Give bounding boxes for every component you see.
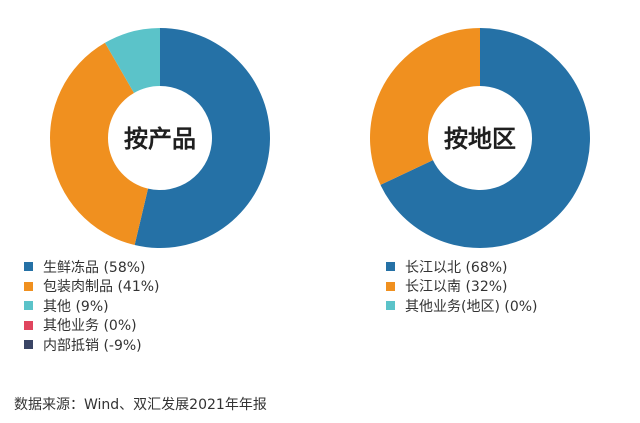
legend-label: 其他业务(地区) (0%) [405,298,538,315]
donut-center-title: 按产品 [124,125,196,153]
slice-长江以北 [380,28,590,248]
legend-label: 生鲜冻品 (58%) [43,259,146,276]
legend-swatch [386,301,395,311]
legend-swatch [386,281,395,291]
slice-长江以南 [370,28,480,185]
legend-swatch [24,320,33,330]
legend-label: 内部抵销 (-9%) [43,337,142,354]
chart-by-product: 按产品 生鲜冻品 (58%) 包装肉制品 (41%) 其他 (9%) 其他业务 … [0,0,320,380]
legend-item-fresh-frozen: 生鲜冻品 (58%) [24,257,160,277]
legend-swatch [386,262,395,272]
legend-item-other-business: 其他业务 (0%) [24,316,160,336]
legend-item-other-business-region: 其他业务(地区) (0%) [386,296,538,316]
chart-by-region: 按地区 长江以北 (68%) 长江以南 (32%) 其他业务(地区) (0%) [320,0,640,380]
donut-chart-by-region: 按地区 [370,28,590,248]
legend-swatch [24,262,33,272]
data-source-note: 数据来源：Wind、双汇发展2021年年报 [14,397,267,413]
legend-label: 包装肉制品 (41%) [43,279,160,296]
donut-center-title: 按地区 [444,125,516,153]
slice-包装肉制品 [49,42,149,246]
legend-item-other: 其他 (9%) [24,296,160,316]
donut-chart-by-product: 按产品 [49,28,270,249]
slice-生鲜冻品 [134,28,270,249]
legend-label: 长江以北 (68%) [405,259,508,276]
legend-swatch [24,340,33,350]
slice-其他 [105,28,160,93]
legend-label: 其他 (9%) [43,298,109,315]
legend-swatch [24,281,33,291]
legend-item-south-of-yangtze: 长江以南 (32%) [386,277,538,297]
legend-label: 长江以南 (32%) [405,279,508,296]
legend-item-internal-offset: 内部抵销 (-9%) [24,335,160,355]
legend-swatch [24,301,33,311]
legend-by-region: 长江以北 (68%) 长江以南 (32%) 其他业务(地区) (0%) [386,257,538,316]
legend-by-product: 生鲜冻品 (58%) 包装肉制品 (41%) 其他 (9%) 其他业务 (0%)… [24,257,160,355]
legend-item-north-of-yangtze: 长江以北 (68%) [386,257,538,277]
legend-label: 其他业务 (0%) [43,318,137,335]
legend-item-packaged-meat: 包装肉制品 (41%) [24,277,160,297]
